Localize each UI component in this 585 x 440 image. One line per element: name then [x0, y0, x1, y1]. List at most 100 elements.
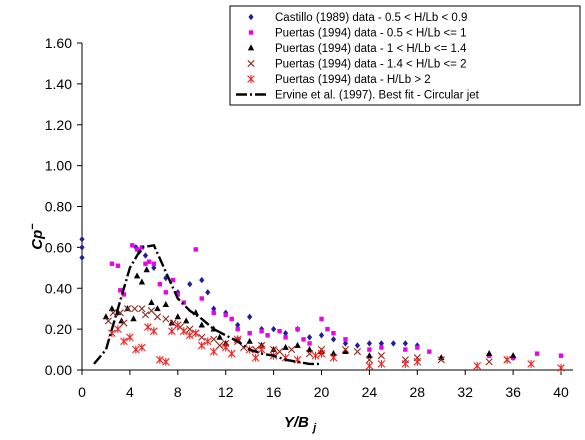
data-point — [143, 266, 150, 273]
y-tick-label: 0.80 — [45, 199, 72, 215]
x-tick-label: 20 — [314, 384, 330, 400]
legend-label: Castillo (1989) data - 0.5 < H/Lb < 0.9 — [275, 12, 467, 24]
data-point — [330, 336, 337, 343]
data-point — [473, 361, 481, 370]
series-layer — [79, 236, 565, 372]
data-point — [251, 353, 260, 362]
data-point — [379, 345, 384, 350]
data-point — [163, 290, 169, 295]
data-point — [534, 351, 540, 356]
x-axis-label-subscript: j — [311, 422, 317, 434]
data-point — [210, 335, 218, 343]
x-tick-label: 28 — [410, 384, 426, 400]
data-point — [123, 305, 132, 313]
data-point — [509, 352, 517, 359]
x-tick-label: 4 — [126, 384, 134, 400]
data-point — [174, 321, 182, 330]
data-point — [319, 316, 324, 322]
x-axis-label: Y/B j — [284, 414, 317, 434]
data-point — [527, 359, 535, 368]
legend-label: Puertas (1994) data - 1.4 < H/Lb <= 2 — [275, 59, 466, 71]
legend-entry: Puertas (1994) data - H/Lb > 2 — [247, 74, 431, 86]
data-point — [265, 333, 270, 338]
data-point — [191, 329, 200, 338]
data-point — [138, 305, 146, 313]
data-point — [154, 305, 161, 312]
y-tick-label: 1.40 — [45, 76, 72, 92]
data-point — [198, 321, 205, 328]
data-point — [257, 345, 266, 354]
x-tick-label: 0 — [78, 384, 86, 400]
x-tick-label: 36 — [505, 384, 521, 400]
data-point — [341, 345, 350, 354]
data-point — [247, 313, 253, 321]
data-point — [211, 310, 216, 315]
data-point — [108, 305, 116, 312]
legend-swatch — [248, 13, 254, 21]
data-point — [378, 340, 384, 347]
data-point — [295, 326, 300, 332]
data-point — [282, 330, 289, 337]
data-point — [331, 331, 336, 336]
data-point — [413, 357, 422, 366]
legend-swatch — [248, 30, 254, 35]
data-point — [131, 305, 139, 313]
legend-entry: Castillo (1989) data - 0.5 < H/Lb < 0.9 — [248, 12, 467, 24]
data-point — [192, 309, 199, 316]
data-point — [151, 264, 157, 272]
series-2 — [102, 266, 517, 361]
data-point — [306, 345, 313, 352]
data-point — [294, 341, 301, 348]
legend-label: Puertas (1994) data - 1 < H/Lb <= 1.4 — [275, 43, 467, 55]
data-point — [126, 333, 134, 342]
data-point — [366, 340, 373, 347]
data-point — [138, 278, 146, 285]
data-point — [306, 334, 313, 341]
data-point — [305, 350, 314, 358]
series-1 — [109, 243, 564, 360]
data-point — [235, 321, 241, 329]
data-point — [367, 347, 372, 352]
series-3 — [104, 305, 511, 366]
y-tick-label: 0.40 — [45, 280, 72, 296]
data-point — [199, 276, 205, 284]
data-point — [301, 337, 306, 342]
y-tick-label: 1.60 — [45, 35, 72, 51]
data-point — [170, 277, 176, 283]
data-point — [223, 312, 228, 318]
data-point — [118, 288, 123, 293]
data-point — [276, 348, 284, 356]
data-point — [139, 245, 145, 250]
data-point — [181, 300, 186, 305]
data-point — [109, 261, 115, 266]
data-point — [330, 350, 337, 357]
series-5 — [93, 243, 322, 366]
y-tick-label: 0.60 — [45, 239, 72, 255]
x-tick-label: 12 — [218, 384, 234, 400]
data-point — [199, 296, 204, 301]
data-point — [162, 315, 170, 323]
data-point — [401, 359, 410, 368]
data-point — [156, 355, 164, 364]
data-point — [162, 357, 170, 366]
data-point — [282, 343, 289, 350]
data-point — [277, 328, 282, 334]
data-point — [354, 342, 361, 349]
data-point — [104, 317, 112, 325]
data-point — [148, 298, 155, 305]
best-fit-line — [93, 243, 322, 366]
data-point — [174, 313, 182, 320]
data-point — [133, 272, 141, 279]
data-point — [365, 356, 374, 364]
data-point — [198, 333, 206, 341]
x-tick-label: 8 — [174, 384, 182, 400]
tick-labels: 0.00 0.20 0.40 0.60 0.80 1.00 1.20 1.40 1.60 0 4 8 1… — [45, 35, 569, 400]
data-point — [402, 340, 408, 347]
legend-box — [229, 5, 581, 106]
data-point — [209, 347, 218, 356]
data-point — [102, 313, 110, 320]
data-point — [146, 259, 152, 264]
data-point — [205, 289, 211, 296]
data-point — [180, 327, 188, 336]
